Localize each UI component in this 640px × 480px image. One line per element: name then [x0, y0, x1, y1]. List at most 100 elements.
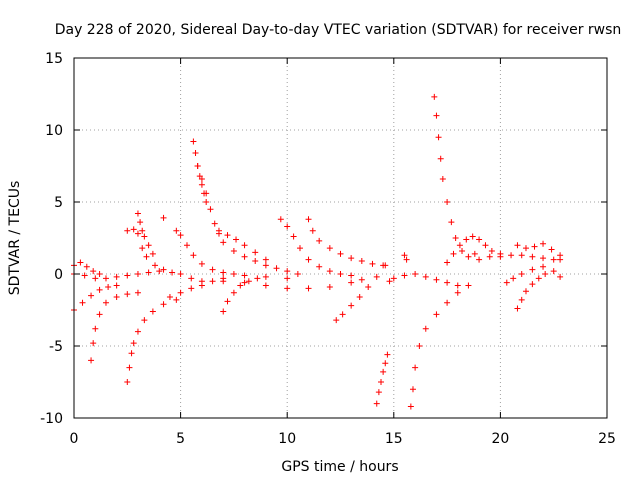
data-point	[211, 220, 218, 227]
data-point	[113, 294, 120, 301]
data-point	[203, 199, 210, 205]
data-point	[124, 379, 131, 385]
data-point	[194, 163, 201, 169]
data-point	[254, 275, 261, 282]
data-point	[401, 272, 408, 279]
data-point	[177, 232, 184, 239]
data-point	[522, 288, 529, 295]
x-tick-label: 5	[176, 431, 185, 447]
y-tick-label: -10	[40, 411, 63, 427]
series-arc-21	[407, 282, 472, 410]
data-point	[348, 279, 355, 286]
data-point	[173, 227, 180, 234]
data-point	[198, 260, 205, 267]
y-tick-label: 0	[54, 267, 63, 283]
data-point	[386, 278, 393, 285]
series-arc-11	[194, 163, 301, 277]
data-point	[431, 93, 438, 100]
data-point	[177, 271, 184, 277]
data-point	[241, 272, 248, 279]
data-point	[141, 317, 148, 324]
data-point	[188, 275, 195, 282]
data-point	[169, 269, 176, 276]
data-point	[277, 216, 284, 223]
data-point	[241, 242, 248, 249]
data-point	[407, 403, 414, 410]
data-point	[88, 292, 95, 299]
data-point	[160, 266, 167, 273]
data-point	[139, 245, 146, 252]
data-point	[230, 271, 237, 277]
data-point	[152, 262, 159, 269]
data-point	[105, 283, 112, 290]
data-point	[375, 389, 382, 396]
data-point	[230, 247, 237, 254]
data-point	[92, 325, 99, 332]
data-point	[373, 273, 380, 280]
data-point	[433, 311, 440, 318]
data-point	[284, 223, 291, 230]
data-point	[476, 256, 483, 263]
series-arc-24	[476, 252, 564, 263]
data-point	[348, 255, 355, 262]
data-point	[252, 258, 259, 265]
data-point	[535, 275, 542, 282]
data-point	[522, 245, 529, 252]
data-point	[198, 175, 205, 182]
data-point	[284, 268, 291, 275]
data-point	[290, 233, 297, 240]
data-point	[190, 252, 197, 259]
data-point	[409, 386, 416, 393]
x-tick-label: 0	[70, 431, 79, 447]
axis-ticks: 0 5 10 15 20 25 -10 -5 0 5 10 15	[40, 51, 616, 447]
data-point	[316, 237, 323, 244]
data-point	[134, 289, 141, 296]
data-point	[452, 235, 459, 241]
data-point	[224, 298, 231, 305]
data-point	[92, 275, 99, 282]
data-point	[284, 275, 291, 282]
data-point	[529, 281, 536, 288]
series-arc-22	[431, 93, 478, 260]
series-arc-23	[444, 233, 504, 266]
data-point	[382, 360, 389, 367]
data-point	[177, 289, 184, 296]
data-point	[459, 247, 466, 254]
data-point	[488, 247, 495, 254]
series-arc-16	[305, 216, 387, 269]
data-point	[437, 155, 444, 162]
y-tick-label: 5	[54, 195, 63, 211]
data-point	[463, 236, 470, 243]
data-point	[412, 271, 419, 277]
data-point	[316, 263, 323, 270]
data-point	[305, 216, 312, 223]
data-point	[390, 275, 397, 282]
data-point	[384, 351, 391, 358]
x-tick-label: 25	[598, 431, 616, 447]
data-point	[503, 279, 510, 286]
data-point	[241, 279, 248, 286]
data-point	[130, 226, 137, 233]
data-point	[465, 253, 472, 260]
data-point	[102, 299, 109, 306]
data-point	[224, 232, 231, 239]
series-arc-15	[277, 216, 355, 279]
data-point	[448, 219, 455, 226]
series-arc-18	[373, 351, 391, 407]
data-point	[137, 219, 144, 226]
data-point	[145, 242, 152, 249]
data-point	[326, 283, 333, 290]
data-point	[358, 258, 365, 265]
data-point	[514, 242, 521, 249]
y-tick-label: 15	[45, 51, 63, 67]
data-point	[333, 317, 340, 324]
data-point	[486, 253, 493, 260]
data-point	[241, 253, 248, 260]
data-point	[90, 268, 97, 275]
data-point	[81, 272, 88, 279]
data-point	[245, 278, 252, 285]
data-point	[497, 253, 504, 260]
data-point	[557, 252, 564, 259]
data-point	[450, 250, 457, 257]
data-point	[252, 249, 259, 256]
